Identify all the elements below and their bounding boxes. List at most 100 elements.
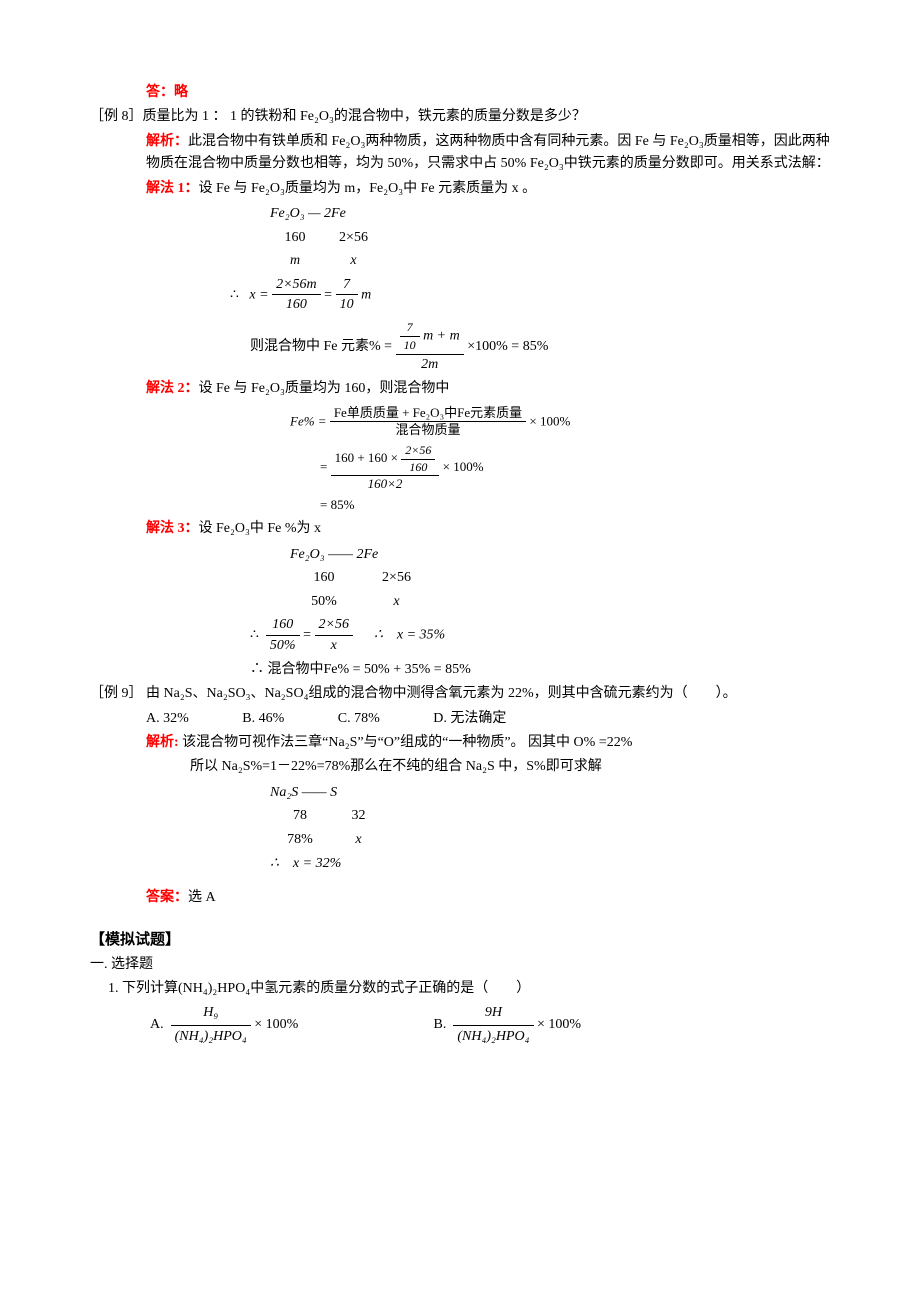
method3-text: 设 Fe₂O₃中 Fe %为 x	[199, 521, 322, 536]
den: 2m	[396, 355, 464, 375]
m1-eq2: 160 2×56	[90, 228, 830, 248]
num: 2×56m	[272, 275, 321, 296]
answer-label: 答：略	[146, 85, 188, 100]
val: m	[270, 251, 320, 271]
mock-q1-options: A. H₉(NH₄)₂HPO₄ × 100% B. 9H(NH₄)₂HPO₄ ×…	[90, 1002, 830, 1048]
method1-label: 解法 1：	[146, 181, 199, 196]
mock-title: 【模拟试题】	[90, 928, 830, 952]
example9-answer: 答案：选 A	[90, 887, 830, 909]
eq: Na₂S —— S	[270, 785, 337, 800]
suffix: m	[361, 287, 371, 302]
answer-label: 答案：	[146, 890, 188, 905]
d: 160	[401, 460, 435, 476]
suffix: × 100%	[537, 1017, 581, 1032]
analysis-label: 解析:	[146, 735, 179, 750]
val: 2×56	[362, 568, 432, 588]
mock-sec1: 一. 选择题	[90, 954, 830, 976]
val: 2×56	[324, 228, 384, 248]
option-d: D. 无法确定	[433, 708, 506, 730]
mock-q1: 1. 下列计算(NH₄)₂HPO₄中氢元素的质量分数的式子正确的是（ ）	[90, 978, 830, 1000]
eq-text: Fe₂O₃ — 2Fe	[270, 206, 346, 221]
m3-eq3: 50% x	[90, 592, 830, 612]
example9-options: A. 32% B. 46% C. 78% D. 无法确定	[90, 708, 830, 730]
ex9-eq1: Na₂S —— S	[90, 783, 830, 803]
label: A.	[150, 1017, 164, 1032]
val: 160	[270, 228, 320, 248]
m2-eq3: = 85%	[90, 497, 830, 514]
den: 160	[272, 295, 321, 315]
m2-eq2: = 160 + 160 × 2×56160 160×2 × 100%	[90, 443, 830, 493]
suffix: ×100% = 85%	[467, 339, 548, 354]
m3-final: ∴ 混合物中Fe% = 50% + 35% = 85%	[90, 660, 830, 680]
n: 160	[266, 615, 300, 636]
ex9-eq2: 78 32	[90, 806, 830, 826]
d: 10	[400, 337, 420, 354]
label: B.	[434, 1017, 447, 1032]
den: (NH₄)₂HPO₄	[453, 1026, 533, 1048]
val: = 85%	[320, 497, 354, 512]
method2-line: 解法 2：设 Fe 与 Fe₂O₃质量均为 160，则混合物中	[90, 378, 830, 400]
val: 50%	[290, 592, 358, 612]
n: 2×56	[401, 443, 435, 460]
example8-analysis: 解析：此混合物中有铁单质和 Fe₂O₃两种物质，这两种物质中含有同种元素。因 F…	[90, 131, 830, 176]
num: 7	[336, 275, 358, 296]
m1-eq3: m x	[90, 251, 830, 271]
suffix: × 100%	[254, 1017, 298, 1032]
m2-eq1: Fe% = Fe单质质量 + Fe₂O₃中Fe元素质量 混合物质量 × 100%	[90, 405, 830, 440]
den: 混合物质量	[330, 422, 526, 439]
suffix: × 100%	[443, 459, 484, 474]
d: x	[315, 636, 353, 656]
val: 78%	[270, 830, 330, 850]
answer-text: 选 A	[188, 890, 216, 905]
n: 2×56	[315, 615, 353, 636]
val: 32	[334, 806, 384, 826]
m3-eq1: Fe₂O₃ —— 2Fe	[90, 545, 830, 565]
analysis-text: 此混合物中有铁单质和 Fe₂O₃两种物质，这两种物质中含有同种元素。因 Fe 与…	[146, 134, 830, 171]
method2-label: 解法 2：	[146, 381, 199, 396]
a: 160 + 160 ×	[335, 450, 398, 465]
den: 160×2	[331, 476, 440, 493]
val: x	[324, 251, 384, 271]
example9-title: ［例 9］ 由 Na₂S、Na₂SO₃、Na₂SO₄组成的混合物中测得含氧元素为…	[90, 683, 830, 705]
therefore: ∴	[230, 287, 239, 302]
m3-eq4: ∴ 16050% = 2×56x ∴ x = 35%	[90, 615, 830, 655]
option-c: C. 78%	[338, 708, 380, 730]
val: 78	[270, 806, 330, 826]
num: 9H	[453, 1002, 533, 1025]
eq: =	[324, 287, 332, 302]
den: 10	[336, 295, 358, 315]
result: ∴ x = 35%	[374, 628, 445, 643]
den: (NH₄)₂HPO₄	[171, 1026, 251, 1048]
method1-text: 设 Fe 与 Fe₂O₃质量均为 m，Fe₂O₃中 Fe 元素质量为 x 。	[199, 181, 537, 196]
val: 160	[290, 568, 358, 588]
example8-title: ［例 8］质量比为 1 ： 1 的铁粉和 Fe₂O₃的混合物中，铁元素的质量分数…	[90, 106, 830, 128]
n: 7	[400, 319, 420, 337]
method3-line: 解法 3：设 Fe₂O₃中 Fe %为 x	[90, 518, 830, 540]
d: 50%	[266, 636, 300, 656]
example9-analysis2: 所以 Na₂S%=1－22%=78%那么在不纯的组合 Na₂S 中，S%即可求解	[90, 756, 830, 778]
option-b: B. 46%	[242, 708, 284, 730]
method2-text: 设 Fe 与 Fe₂O₃质量均为 160，则混合物中	[199, 381, 450, 396]
num: H₉	[171, 1002, 251, 1025]
m1-eq1: Fe₂O₃ — 2Fe	[90, 204, 830, 224]
m1-result: 则混合物中 Fe 元素% = 710 m + m 2m ×100% = 85%	[90, 319, 830, 374]
option-a: A. 32%	[146, 708, 189, 730]
ex9-result: ∴ x = 32%	[90, 854, 830, 874]
s: m + m	[423, 328, 460, 343]
analysis-text: 该混合物可视作法三章“Na₂S”与“O”组成的“一种物质”。 因其中 O% =2…	[182, 735, 632, 750]
m1-eq4: ∴ x = 2×56m160 = 710 m	[90, 275, 830, 315]
lhs: x =	[249, 287, 268, 302]
val: x	[334, 830, 384, 850]
method3-label: 解法 3：	[146, 521, 199, 536]
example9-analysis1: 解析: 该混合物可视作法三章“Na₂S”与“O”组成的“一种物质”。 因其中 O…	[90, 732, 830, 754]
suffix: × 100%	[529, 413, 570, 428]
result: ∴ x = 32%	[270, 856, 341, 871]
val: x	[362, 592, 432, 612]
final: ∴ 混合物中Fe% = 50% + 35% = 85%	[250, 662, 471, 677]
num: Fe单质质量 + Fe₂O₃中Fe元素质量	[330, 405, 526, 423]
m3-eq2: 160 2×56	[90, 568, 830, 588]
method1-line: 解法 1：设 Fe 与 Fe₂O₃质量均为 m，Fe₂O₃中 Fe 元素质量为 …	[90, 178, 830, 200]
analysis-label: 解析：	[146, 134, 188, 149]
prefix: 则混合物中 Fe 元素% =	[250, 339, 392, 354]
eq: Fe₂O₃ —— 2Fe	[290, 547, 378, 562]
